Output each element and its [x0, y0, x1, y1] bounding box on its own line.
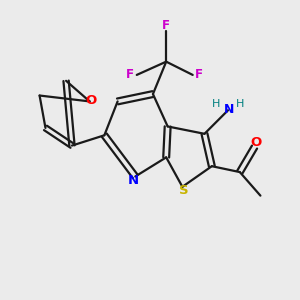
Text: H: H [212, 99, 220, 109]
Text: S: S [179, 184, 189, 197]
Text: F: F [126, 68, 134, 81]
Text: F: F [195, 68, 203, 81]
Text: F: F [162, 19, 170, 32]
Text: N: N [224, 103, 234, 116]
Text: H: H [236, 99, 244, 109]
Text: N: N [128, 173, 140, 187]
Text: O: O [250, 136, 262, 149]
Text: O: O [85, 94, 97, 107]
